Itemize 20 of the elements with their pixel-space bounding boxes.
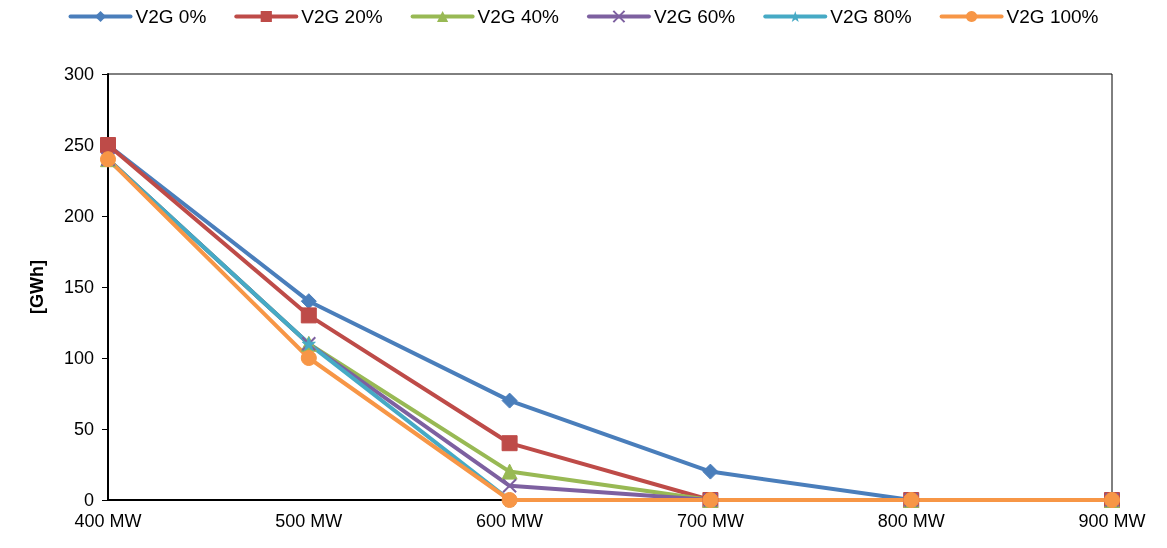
y-tick-label: 200 (63, 206, 94, 226)
y-tick-label: 0 (83, 490, 94, 510)
x-tick-label: 800 MW (877, 511, 945, 531)
y-tick-label: 100 (63, 348, 94, 368)
legend-label: V2G 80% (830, 6, 912, 27)
y-tick-label: 50 (73, 419, 94, 439)
x-tick-label: 700 MW (676, 511, 744, 531)
y-axis-title: [GWh] (27, 260, 47, 314)
x-tick-label: 900 MW (1078, 511, 1146, 531)
y-tick-label: 250 (63, 135, 94, 155)
x-tick-label: 600 MW (476, 511, 544, 531)
x-tick-label: 500 MW (275, 511, 343, 531)
legend-label: V2G 100% (1006, 6, 1099, 27)
x-tick-label: 400 MW (74, 511, 142, 531)
y-tick-label: 300 (63, 64, 94, 84)
legend-label: V2G 20% (301, 6, 383, 27)
legend-label: V2G 40% (477, 6, 560, 27)
legend-label: V2G 0% (135, 6, 207, 27)
y-tick-label: 150 (63, 277, 94, 297)
legend-label: V2G 60% (653, 6, 736, 27)
